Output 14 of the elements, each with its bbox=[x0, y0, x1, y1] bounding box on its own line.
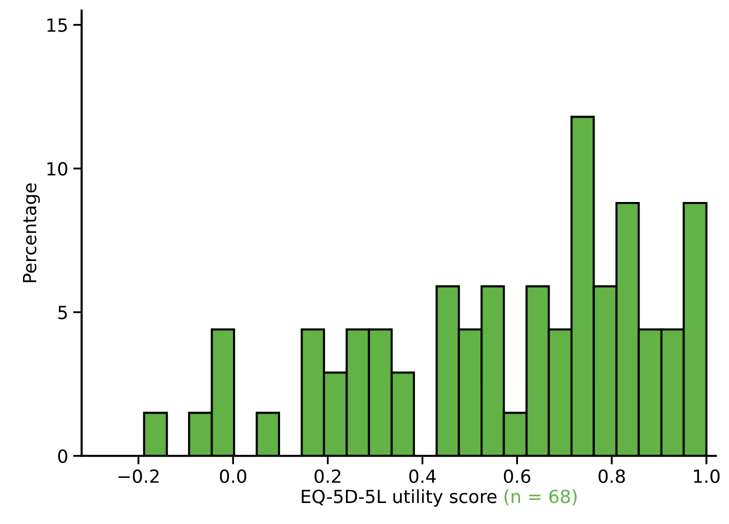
text: (n = 68) bbox=[504, 489, 577, 506]
y-tick-label: 5 bbox=[58, 306, 67, 320]
y-tick-label: 10 bbox=[47, 162, 68, 176]
y-axis-title: Percentage bbox=[23, 183, 40, 282]
x-tick-label: 1.0 bbox=[694, 469, 720, 484]
y-tick-label: 0 bbox=[58, 449, 68, 463]
x-tick-label: 0.8 bbox=[598, 469, 625, 484]
x-tick-label: 0.6 bbox=[504, 469, 530, 484]
x-tick-label: −0.2 bbox=[118, 469, 159, 484]
x-axis-title: EQ-5D-5L utility score bbox=[302, 489, 497, 507]
y-tick-label: 15 bbox=[47, 18, 67, 32]
x-tick-label: 0.2 bbox=[314, 469, 340, 484]
x-tick-label: 0.0 bbox=[220, 469, 246, 484]
x-tick-label: 0.4 bbox=[409, 469, 436, 484]
